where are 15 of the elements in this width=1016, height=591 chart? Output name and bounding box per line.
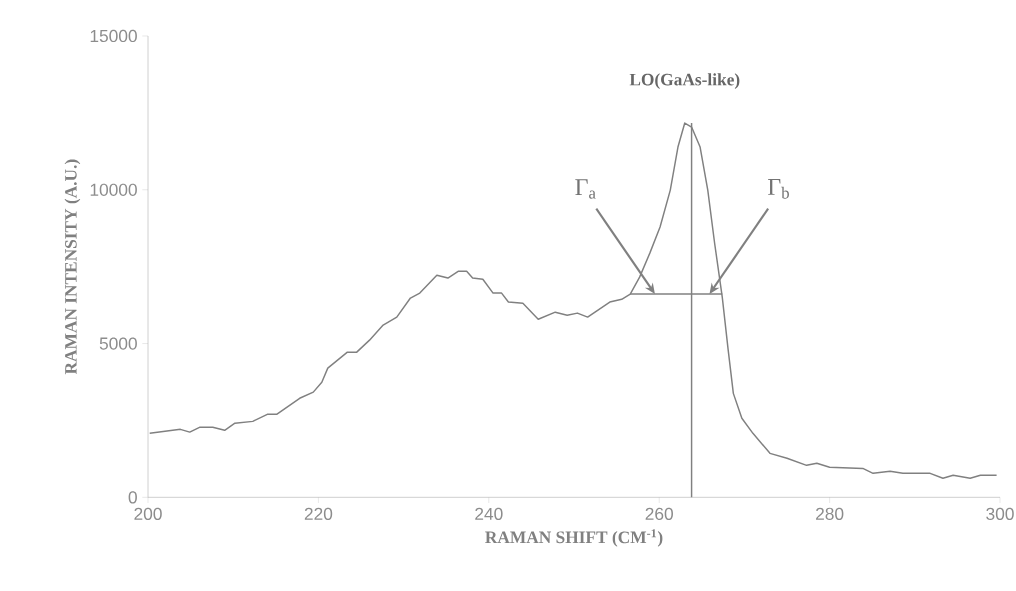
x-tick-label: 300 bbox=[986, 507, 1014, 521]
x-axis-title: RAMAN SHIFT (CM$^{-1}$) bbox=[485, 529, 663, 547]
y-tick-label: 15000 bbox=[90, 30, 137, 43]
y-axis-title: RAMAN INTENSITY (A.U.) bbox=[64, 159, 81, 375]
y-tick-label: 5000 bbox=[99, 337, 137, 350]
x-tick-label: 260 bbox=[645, 507, 673, 521]
y-tick-label: 10000 bbox=[90, 183, 137, 197]
y-tick-label: 0 bbox=[128, 491, 137, 504]
annotation: Γ$_{b}$ bbox=[768, 179, 789, 199]
x-tick-label: 200 bbox=[134, 507, 162, 521]
x-tick-label: 240 bbox=[475, 507, 503, 521]
annotation: Γ$_{a}$ bbox=[575, 179, 596, 199]
annotation: LO(GaAs-like) bbox=[629, 73, 740, 90]
x-tick-label: 280 bbox=[816, 507, 844, 521]
x-tick-label: 220 bbox=[304, 507, 333, 521]
